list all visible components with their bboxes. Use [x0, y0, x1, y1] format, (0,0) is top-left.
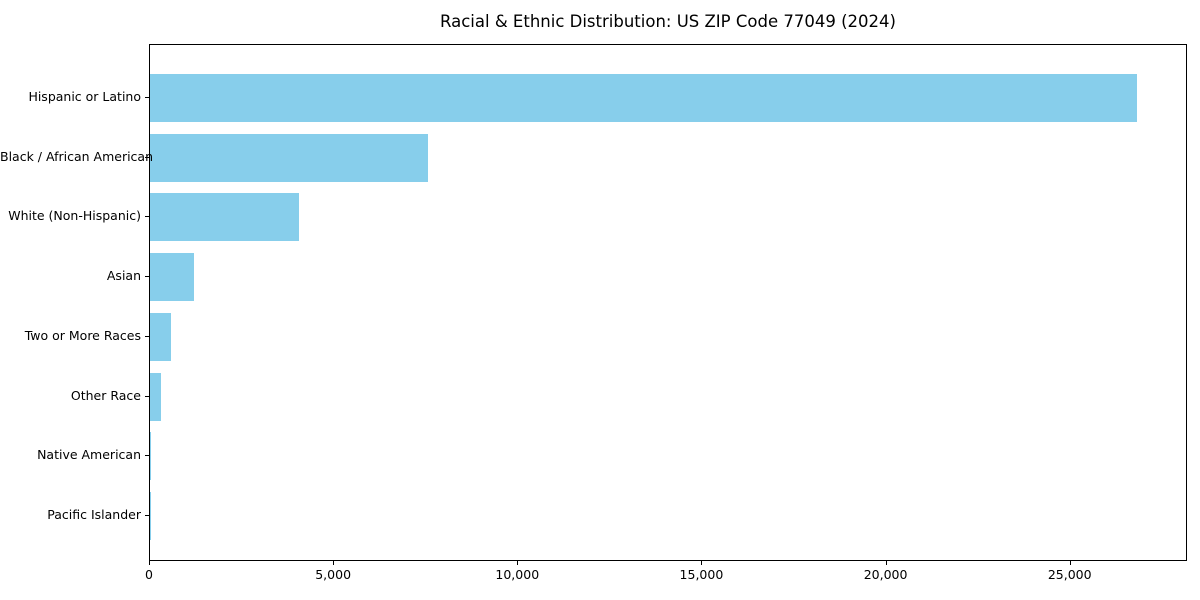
- x-tick-mark: [1069, 561, 1071, 565]
- y-tick-mark: [145, 455, 149, 457]
- x-tick-label: 15,000: [679, 567, 724, 582]
- bar-hispanic-or-latino: [150, 74, 1137, 122]
- x-tick-label: 0: [145, 567, 153, 582]
- bar-asian: [150, 253, 194, 302]
- x-tick-mark: [517, 561, 519, 565]
- y-tick-mark: [145, 514, 149, 516]
- x-tick-label: 5,000: [315, 567, 352, 582]
- y-tick-label: Two or More Races: [24, 327, 141, 343]
- y-tick-mark: [145, 216, 149, 218]
- y-tick-label: Other Race: [70, 387, 141, 403]
- bar-native-american: [150, 432, 152, 481]
- y-tick-label: Asian: [106, 268, 141, 284]
- x-tick-label: 20,000: [863, 567, 908, 582]
- x-tick-label: 10,000: [495, 567, 540, 582]
- bar-white-non-hispanic: [150, 193, 299, 242]
- bar-other-race: [150, 372, 162, 421]
- x-tick-mark: [885, 561, 887, 565]
- y-tick-label: Native American: [37, 447, 141, 463]
- x-tick-mark: [149, 561, 150, 565]
- chart-title: Racial & Ethnic Distribution: US ZIP Cod…: [440, 12, 896, 31]
- plot-area: [149, 44, 1187, 561]
- y-tick-mark: [145, 97, 149, 98]
- y-tick-mark: [145, 335, 149, 337]
- y-tick-mark: [145, 276, 149, 278]
- bar-black-african-american: [150, 133, 429, 182]
- x-tick-label: 25,000: [1047, 567, 1092, 582]
- y-tick-label: Pacific Islander: [47, 506, 141, 522]
- y-tick-mark: [145, 395, 149, 397]
- x-tick-mark: [701, 561, 703, 565]
- x-tick-mark: [333, 561, 335, 565]
- y-tick-label: Black / African American: [0, 148, 154, 164]
- y-tick-label: White (Non-Hispanic): [8, 208, 141, 224]
- bar-two-or-more-races: [150, 312, 171, 361]
- y-tick-mark: [145, 156, 149, 158]
- y-tick-label: Hispanic or Latino: [28, 89, 141, 104]
